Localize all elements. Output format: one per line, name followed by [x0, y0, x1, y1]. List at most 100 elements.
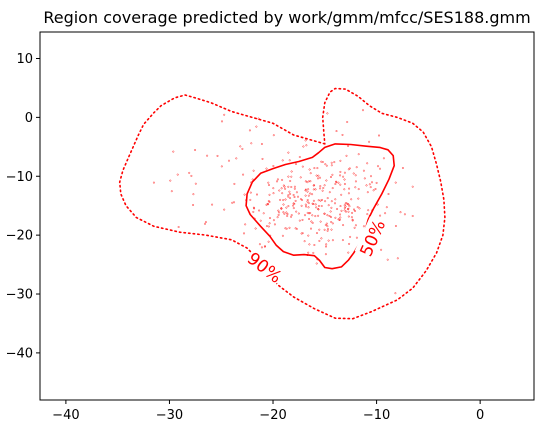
scatter-point	[326, 112, 329, 115]
scatter-point	[335, 181, 338, 184]
scatter-point	[345, 210, 347, 213]
scatter-point	[152, 181, 155, 184]
scatter-point	[267, 225, 270, 228]
scatter-point	[281, 178, 284, 181]
y-axis: 10 0 −10 −20 −30 −40	[6, 52, 40, 361]
scatter-point	[290, 175, 293, 178]
scatter-point	[277, 209, 280, 212]
scatter-point	[309, 212, 312, 214]
y-tick-label: −40	[6, 346, 33, 361]
scatter-point	[305, 205, 308, 208]
scatter-point	[317, 199, 320, 202]
scatter-point	[223, 208, 226, 211]
scatter-point	[314, 215, 317, 218]
scatter-point	[194, 149, 197, 151]
scatter-point	[304, 189, 307, 192]
y-tick-label: −30	[6, 288, 33, 303]
scatter-point	[386, 258, 389, 261]
scatter-point	[317, 208, 320, 211]
scatter-point	[330, 221, 333, 223]
scatter-point	[301, 199, 304, 201]
scatter-point	[363, 177, 366, 180]
scatter-point	[288, 159, 291, 162]
scatter-point	[331, 173, 334, 176]
scatter-point	[282, 211, 285, 214]
scatter-point	[276, 180, 278, 183]
scatter-point	[306, 181, 309, 184]
scatter-point	[233, 201, 235, 204]
scatter-point	[272, 192, 275, 195]
scatter-point	[284, 227, 287, 230]
scatter-point	[315, 262, 318, 265]
scatter-point	[233, 182, 236, 185]
scatter-point	[318, 239, 321, 242]
scatter-point	[281, 159, 284, 162]
scatter-point	[324, 200, 327, 203]
scatter-point	[301, 165, 304, 168]
scatter-point	[331, 239, 334, 242]
scatter-point	[305, 144, 308, 147]
scatter-point	[310, 220, 313, 223]
scatter-point	[307, 206, 310, 209]
scatter-point	[362, 225, 365, 228]
scatter-point	[303, 240, 306, 243]
scatter-point	[394, 225, 397, 227]
y-tick-label: −20	[6, 229, 33, 244]
scatter-point	[268, 193, 271, 196]
scatter-point	[314, 188, 317, 191]
scatter-point	[265, 203, 268, 206]
scatter-point	[281, 192, 284, 195]
scatter-point	[377, 165, 379, 168]
scatter-point	[231, 201, 234, 204]
plot-frame	[39, 31, 535, 401]
contour-labels: 90% 50%	[243, 216, 390, 288]
scatter-point	[316, 167, 319, 170]
scatter-point	[306, 211, 309, 214]
scatter-point	[280, 187, 283, 190]
scatter-point	[206, 154, 209, 157]
scatter-point	[307, 188, 310, 191]
scatter-point	[341, 239, 344, 242]
y-tick-label: −10	[6, 170, 33, 185]
scatter-point	[276, 216, 279, 219]
scatter-point	[268, 200, 271, 203]
scatter-point	[379, 214, 382, 217]
scatter-point	[302, 145, 305, 148]
scatter-point	[258, 243, 261, 246]
scatter-point	[309, 172, 312, 175]
scatter-point	[396, 257, 399, 260]
scatter-point	[312, 188, 315, 191]
scatter-point	[347, 145, 350, 147]
scatter-point	[354, 174, 357, 177]
contour-label-group: 50%	[354, 216, 390, 260]
scatter-point	[269, 217, 271, 220]
scatter-points	[152, 109, 414, 295]
scatter-point	[258, 209, 261, 212]
scatter-point	[339, 216, 342, 219]
scatter-point	[267, 181, 270, 184]
scatter-point	[304, 139, 307, 142]
scatter-point	[353, 208, 355, 211]
scatter-point	[317, 177, 319, 180]
scatter-point	[357, 188, 360, 191]
scatter-point	[254, 227, 257, 230]
scatter-point	[354, 180, 357, 183]
scatter-point	[256, 193, 258, 196]
scatter-point	[307, 180, 310, 183]
scatter-point	[394, 292, 397, 295]
scatter-point	[283, 185, 286, 188]
scatter-point	[263, 245, 266, 248]
scatter-point	[241, 147, 244, 150]
scatter-point	[372, 189, 375, 192]
scatter-point	[252, 169, 255, 172]
scatter-point	[292, 194, 295, 196]
scatter-point	[343, 178, 346, 181]
scatter-point	[347, 210, 350, 213]
scatter-point	[411, 185, 414, 188]
scatter-point	[292, 204, 295, 207]
scatter-point	[348, 205, 351, 208]
scatter-point	[354, 186, 357, 189]
scatter-point	[339, 174, 342, 177]
scatter-point	[339, 205, 342, 208]
